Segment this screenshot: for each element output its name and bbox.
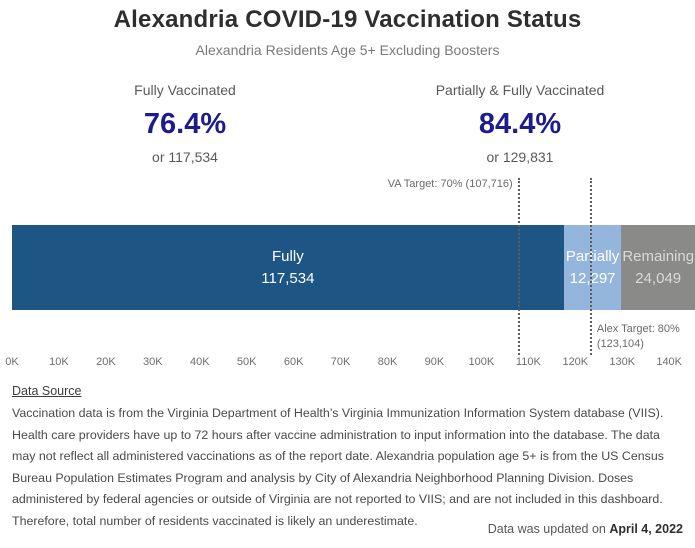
stat-label: Fully Vaccinated <box>134 82 236 98</box>
x-axis-tick: 130K <box>609 356 636 368</box>
chart-pane: VA Target: 70% (107,716) Alex Target: 80… <box>5 170 695 384</box>
bar-segment-label: Partially 12,297 <box>565 247 620 287</box>
va-target-line <box>517 178 520 355</box>
stat-label: Partially & Fully Vaccinated <box>435 82 605 98</box>
va-target-annotation: VA Target: 70% (107,716) <box>387 178 513 190</box>
x-axis-tick: 100K <box>468 356 495 368</box>
stat-percent: 76.4% <box>143 108 227 140</box>
bar-segment-remaining[interactable]: Remaining 24,049 <box>621 225 695 310</box>
x-axis-tick: 110K <box>515 356 541 368</box>
x-axis-tick: 140K <box>656 356 683 368</box>
data-source-section: Data Source Vaccination data is from the… <box>12 384 684 532</box>
x-axis: 0K 10K 20K 30K 40K 50K 60K 70K 80K 90K 100K 110K 120… <box>5 356 695 372</box>
bar-segment-fully[interactable]: Fully 117,534 <box>12 225 564 310</box>
data-source-text: Vaccination data is from the Virginia De… <box>12 406 664 528</box>
alex-target-annotation-line2: (123,104) <box>596 338 644 350</box>
bar-segment-label: Remaining 24,049 <box>622 247 695 287</box>
alex-target-line <box>589 178 592 355</box>
x-axis-tick: 50K <box>236 356 257 368</box>
x-axis-tick: 80K <box>377 356 398 368</box>
bar-segment-label: Fully 117,534 <box>261 247 315 287</box>
x-axis-tick: 30K <box>143 356 163 368</box>
stat-percent: 84.4% <box>478 108 562 140</box>
x-axis-tick: 120K <box>562 356 589 368</box>
alex-target-annotation-line1: Alex Target: 80% <box>596 323 680 335</box>
stacked-bar: Fully 117,534 Partially 12,297 Remaining 24,0… <box>12 225 695 310</box>
x-axis-tick: 60K <box>283 356 304 368</box>
last-updated-date: April 4, 2022 <box>609 522 683 536</box>
stat-count: or 117,534 <box>152 149 218 165</box>
last-updated-prefix: Data was updated on <box>487 522 610 536</box>
bar-segment-partially[interactable]: Partially 12,297 <box>563 225 622 310</box>
page-title: Alexandria COVID-19 Vaccination Status <box>113 6 582 33</box>
stat-count: or 129,831 <box>486 149 554 165</box>
x-axis-tick: 20K <box>96 356 116 368</box>
x-axis-tick: 90K <box>424 356 445 368</box>
page-subtitle: Alexandria Residents Age 5+ Excluding Bo… <box>195 42 500 58</box>
vaccination-chart: VA Target: 70% (107,716) Alex Target: 80… <box>0 170 695 384</box>
x-axis-tick: 10K <box>49 356 69 368</box>
x-axis-tick: 70K <box>330 356 351 368</box>
x-axis-tick: 40K <box>189 356 210 368</box>
stat-partially-fully-vaccinated: Partially & Fully Vaccinated 84.4% or 12… <box>350 82 690 165</box>
data-source-heading: Data Source <box>12 384 82 398</box>
x-axis-tick: 0K <box>5 356 19 368</box>
last-updated: Data was updated on April 4, 2022 <box>488 522 683 536</box>
alex-target-annotation: Alex Target: 80% (123,104) <box>597 322 680 352</box>
stat-fully-vaccinated: Fully Vaccinated 76.4% or 117,534 <box>15 82 355 165</box>
